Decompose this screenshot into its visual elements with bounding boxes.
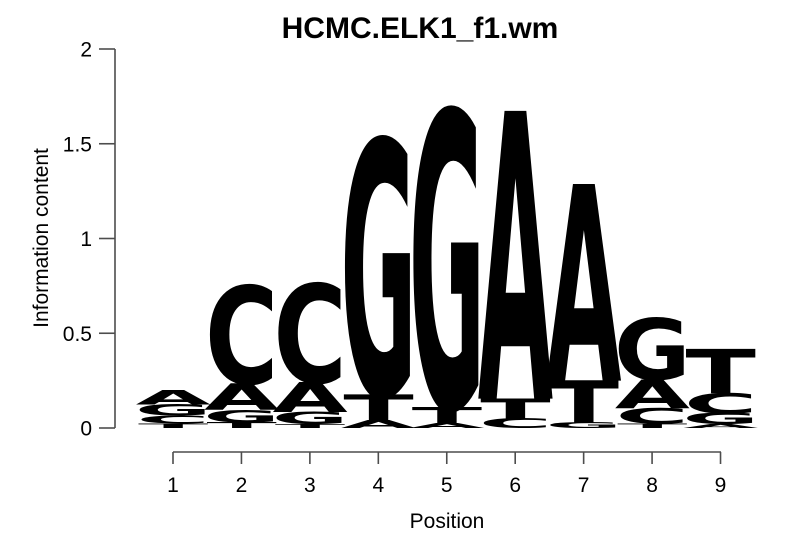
logo-letter-t: T <box>275 423 346 429</box>
logo-letter-t: T <box>412 403 482 429</box>
x-tick-label: 1 <box>167 474 179 497</box>
logo-letter-g: G <box>135 401 211 419</box>
x-tick-label: 7 <box>578 474 590 497</box>
logo-letter-t: T <box>206 421 277 430</box>
logo-letter-g: G <box>272 408 348 428</box>
logo-letter-a: A <box>272 374 348 422</box>
logo-letter-t: T <box>617 422 688 430</box>
y-tick-label: 0 <box>80 418 92 441</box>
y-tick-label: 0.5 <box>63 323 92 346</box>
logo-letter-t: T <box>549 368 619 436</box>
logo-letter-a: A <box>204 376 279 419</box>
logo-letter-a: A <box>136 386 211 409</box>
logo-letter-a: A <box>615 372 691 418</box>
x-tick-label: 5 <box>441 474 453 497</box>
logo-letter-a: A <box>341 418 417 430</box>
logo-letter-a: A <box>409 422 484 430</box>
x-tick-label: 6 <box>509 474 521 497</box>
logo-letter-t: T <box>138 422 209 430</box>
logo-letter-a: A <box>683 423 758 429</box>
logo-letter-c: C <box>684 388 757 420</box>
logo-letter-g: G <box>409 29 485 503</box>
x-axis-ticks: 1 2 3 4 5 6 7 8 9 <box>167 452 726 497</box>
x-tick-label: 9 <box>715 474 727 497</box>
y-tick-label: 2 <box>80 39 92 62</box>
logo-letter-c: C <box>616 404 689 428</box>
logo-letter-g: G <box>614 302 690 400</box>
x-tick-label: 3 <box>304 474 316 497</box>
y-axis-ticks: 0 0.5 1 1.5 2 <box>63 39 115 441</box>
y-tick-label: 1 <box>80 228 92 251</box>
logo-letter-g: G <box>546 421 622 430</box>
logo-letter-c: C <box>136 414 209 426</box>
x-tick-label: 8 <box>646 474 658 497</box>
logo-letter-g: G <box>340 71 416 478</box>
y-axis-title: Information content <box>30 148 53 328</box>
logo-letter-g: G <box>203 406 279 426</box>
chart-title: HCMC.ELK1_f1.wm <box>282 12 559 45</box>
logo-letter-c: C <box>205 259 278 415</box>
logo-letter-c: C <box>273 257 346 415</box>
x-tick-label: 4 <box>372 474 384 497</box>
logo-letter-c: C <box>479 416 552 431</box>
y-tick-label: 1.5 <box>63 133 92 156</box>
logo-letter-a: A <box>546 130 621 444</box>
logo-letter-t: T <box>480 393 551 425</box>
x-tick-label: 2 <box>236 474 248 497</box>
logo-letter-t: T <box>343 388 414 429</box>
x-axis-title: Position <box>410 510 485 533</box>
logo-letter-a: A <box>478 32 554 492</box>
logo-letter-g: G <box>683 410 759 428</box>
logo-letter-t: T <box>686 336 757 407</box>
